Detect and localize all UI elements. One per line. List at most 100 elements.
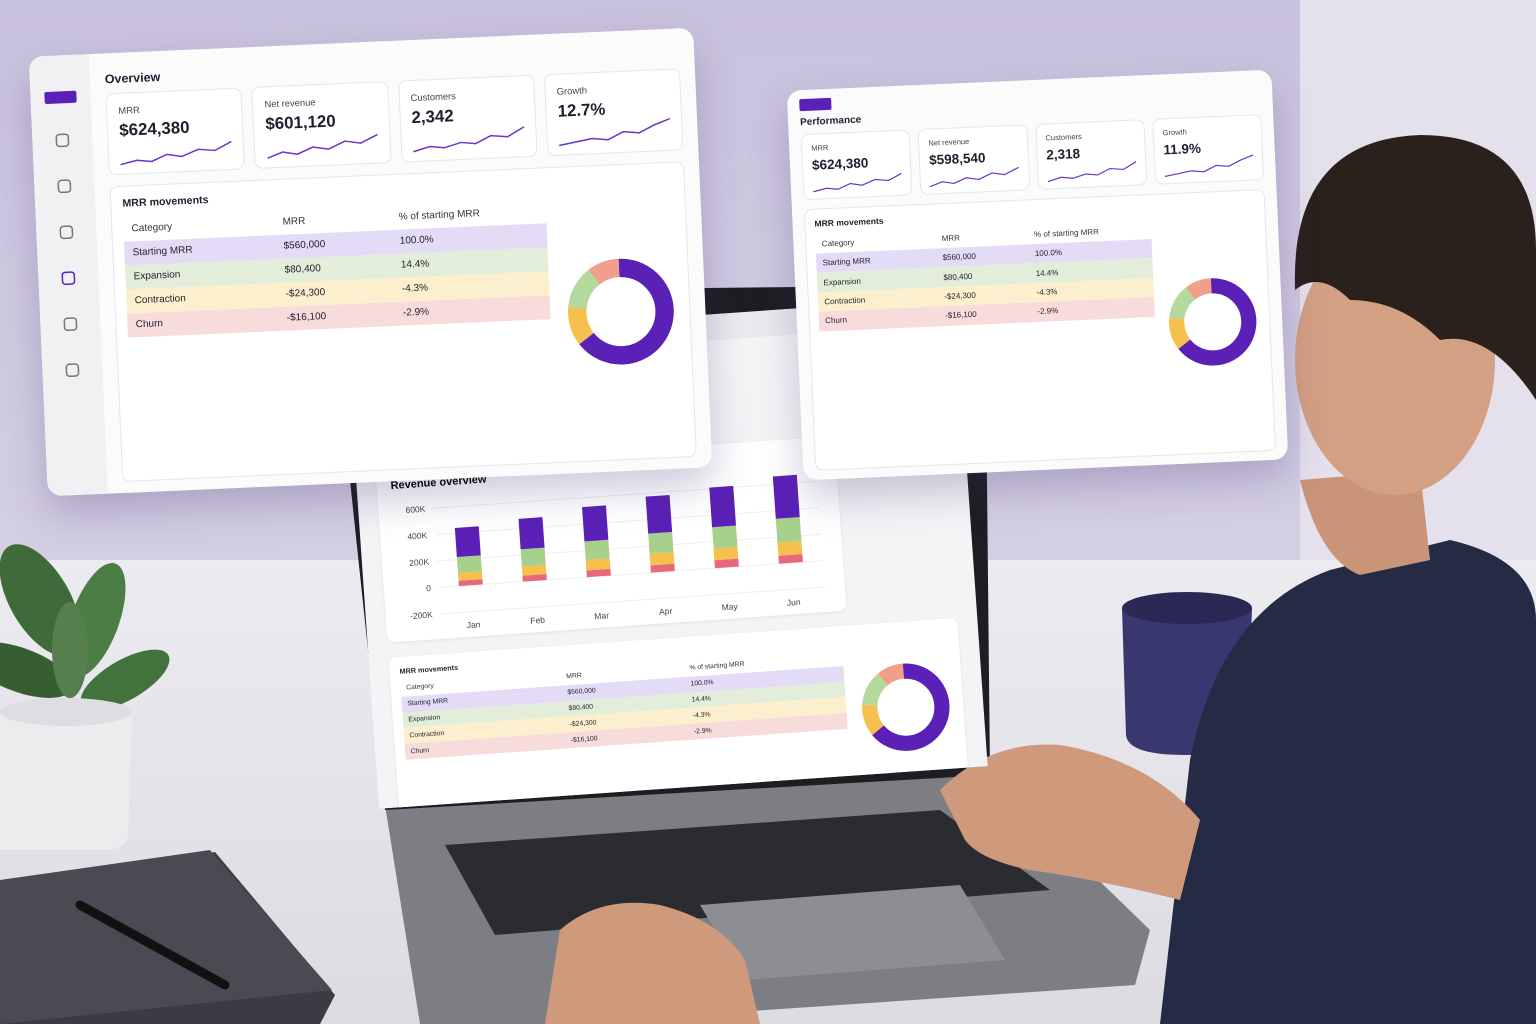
- sparkline-path: [812, 172, 903, 193]
- header-cell: % of starting MRR: [1033, 227, 1100, 239]
- y-tick-label: 0: [426, 583, 432, 593]
- table-cell: Contraction: [134, 293, 187, 307]
- nav-icon: [55, 133, 70, 148]
- mrr-table: MRR movements Category MRR% of starting MR…: [122, 180, 556, 469]
- x-tick-label: Jan: [466, 619, 481, 630]
- logo: [44, 90, 77, 105]
- grid-line: [436, 533, 822, 562]
- bar-segment: [713, 546, 739, 561]
- bar-segment: [772, 474, 800, 519]
- bar-segment: [582, 505, 609, 542]
- bar-segment: [650, 563, 675, 573]
- table-cell: Starting MRR: [822, 256, 871, 268]
- bar-segment: [778, 554, 803, 564]
- plant: [0, 544, 170, 850]
- header-cell: MRR: [282, 216, 306, 229]
- nav-icon: [63, 317, 78, 332]
- sparkline: [929, 166, 1020, 187]
- table-cell: 14.4%: [400, 258, 430, 272]
- table-cell: -2.9%: [402, 306, 430, 319]
- sidebar: [28, 54, 108, 497]
- mrr-card: MRR movements Category MRR% of starting MR…: [109, 161, 697, 482]
- kpi-card: Net revenue $598,540: [917, 124, 1030, 195]
- bar-segment: [518, 517, 545, 550]
- bar-segment: [709, 485, 737, 528]
- table-cell: -$16,100: [570, 735, 598, 744]
- kpi-card: Growth 11.9%: [1152, 114, 1265, 185]
- grid-line: [440, 586, 825, 615]
- logo: [799, 97, 832, 112]
- kpi-card: MRR $624,380: [105, 87, 246, 176]
- table-cell: $560,000: [942, 251, 977, 263]
- table-cell: Churn: [135, 318, 164, 331]
- header-cell: Category: [131, 221, 173, 235]
- overview-panel: Overview MRR $624,380 Net revenue $601,120 Cu…: [28, 27, 713, 497]
- kpi-card: Growth 12.7%: [543, 68, 684, 157]
- mrr-card: MRR movements Category MRR% of starting MR…: [388, 617, 970, 809]
- x-tick-label: Feb: [530, 615, 546, 626]
- nav-icon: [61, 271, 76, 286]
- sparkline: [120, 141, 233, 166]
- table-cell: 100.0%: [1034, 248, 1063, 259]
- sparkline: [558, 118, 671, 147]
- bar-segment: [777, 540, 803, 556]
- grid-line: [438, 560, 823, 588]
- kpi-card: Customers 2,318: [1034, 119, 1147, 190]
- table-cell: Starting MRR: [132, 245, 193, 259]
- nav-icon-shape: [55, 133, 70, 148]
- bar-segment: [775, 517, 802, 543]
- nav-icon-shape: [65, 363, 80, 377]
- table-cell: -4.3%: [401, 282, 429, 295]
- kpi-row: MRR $624,380 Net revenue $598,540 Customers 2…: [800, 114, 1265, 200]
- bar-segment: [648, 532, 674, 554]
- table-cell: $560,000: [283, 239, 326, 253]
- sparkline: [812, 172, 903, 193]
- kpi-label: Net revenue: [264, 96, 316, 109]
- header-cell: % of starting MRR: [398, 208, 481, 224]
- x-tick-label: May: [721, 601, 738, 612]
- donut-segment: [1169, 278, 1257, 366]
- table-cell: Expansion: [133, 269, 181, 283]
- bar-segment: [520, 547, 546, 567]
- donut-segment: [567, 259, 674, 365]
- nav-icon: [65, 363, 80, 377]
- bar-segment: [714, 558, 739, 569]
- donut-segment: [862, 663, 950, 751]
- donut-chart: [567, 259, 674, 365]
- sparkline-path: [412, 126, 525, 153]
- mrr-table: MRR movements Category MRR% of starting MR…: [814, 204, 1160, 461]
- table-cell: $80,400: [284, 263, 322, 277]
- bar-segment: [586, 568, 611, 578]
- kpi-card: MRR $624,380: [800, 129, 913, 200]
- kpi-row: MRR $624,380 Net revenue $601,120 Customers 2…: [105, 68, 684, 176]
- panel-main: Overview MRR $624,380 Net revenue $601,120 Cu…: [89, 28, 713, 494]
- bar-segment: [456, 555, 482, 573]
- grid-line: [433, 480, 818, 509]
- donut-segment: [1169, 278, 1257, 366]
- table-cell: 14.4%: [1035, 267, 1059, 278]
- header-cell: Category: [821, 237, 855, 249]
- sparkline: [1164, 154, 1254, 177]
- header-cell: MRR: [941, 233, 961, 243]
- sparkline: [266, 133, 379, 160]
- sparkline-path: [120, 141, 233, 166]
- kpi-label: Growth: [556, 84, 588, 97]
- y-tick-label: -200K: [410, 609, 434, 621]
- x-tick-label: Mar: [594, 610, 609, 621]
- grid-line: [435, 507, 820, 536]
- chart-card: Revenue overview -200K 0 200K 400K 600K Jan Feb…: [375, 436, 847, 643]
- table-cell: 100.0%: [399, 234, 434, 248]
- sparkline-path: [929, 166, 1020, 187]
- nav-icon: [57, 179, 72, 194]
- bar-segment: [457, 571, 483, 581]
- x-tick-label: Apr: [659, 606, 673, 617]
- sparkline: [1047, 160, 1137, 182]
- kpi-card: Customers 2,342: [397, 74, 538, 163]
- table-cell: -$24,300: [285, 287, 326, 301]
- kpi-label: MRR: [811, 143, 829, 153]
- nav-icon-shape: [59, 225, 74, 240]
- kpi-label: Customers: [410, 90, 457, 103]
- sparkline-path: [1164, 154, 1254, 177]
- bar-segment: [454, 526, 481, 558]
